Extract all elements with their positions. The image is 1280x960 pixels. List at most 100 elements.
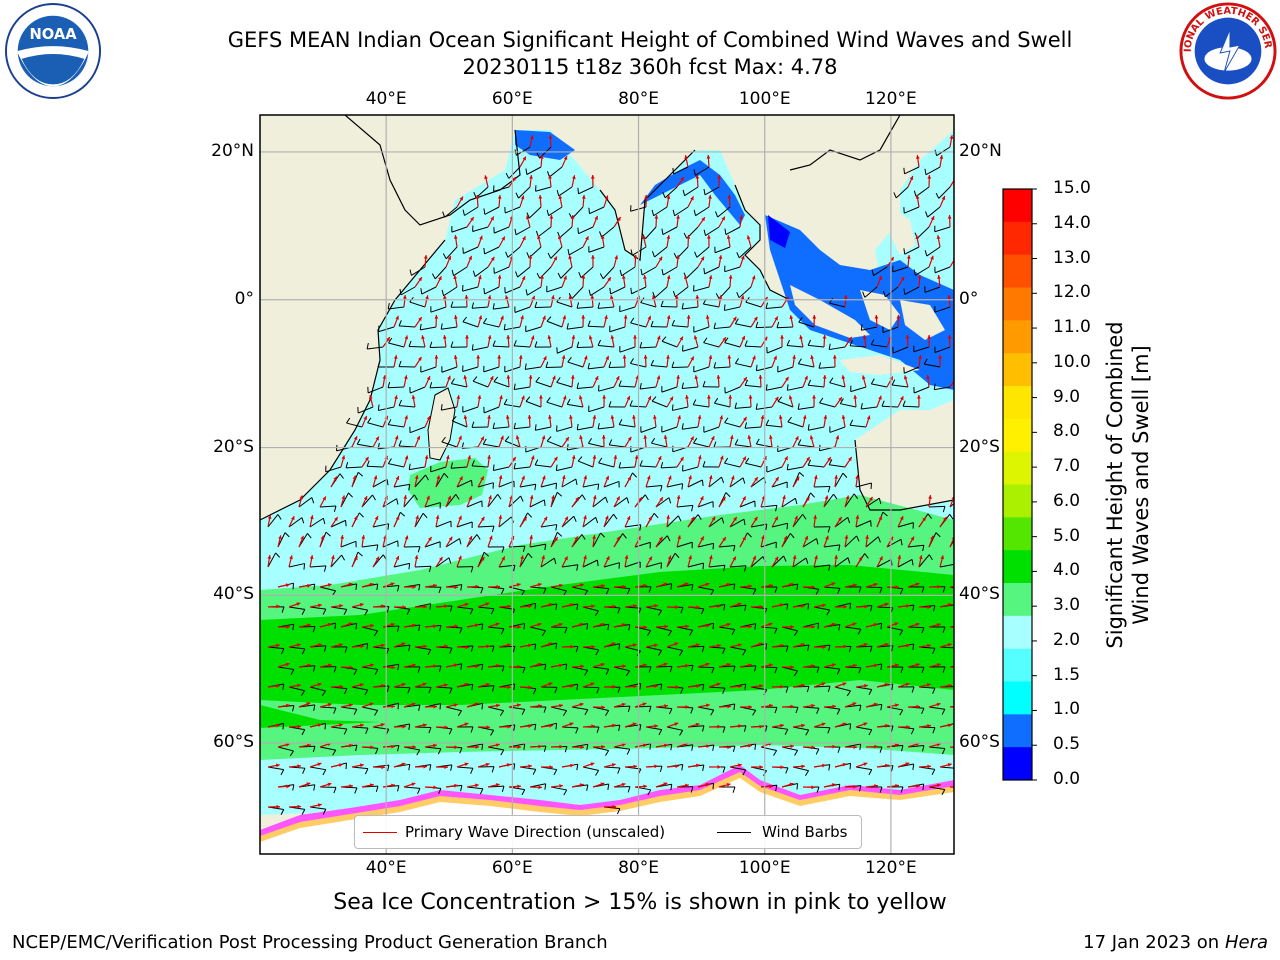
wave-arrow-head xyxy=(759,765,763,769)
wave-arrow-head xyxy=(559,583,563,588)
wave-arrow-head xyxy=(468,536,473,541)
wind-barb-flag xyxy=(521,709,526,715)
wave-arrow-head xyxy=(454,745,458,750)
wind-barb-flag xyxy=(666,535,671,542)
wave-arrow-head xyxy=(528,685,532,690)
wind-barb-flag xyxy=(499,710,505,716)
wave-arrow-head xyxy=(759,604,763,609)
wind-barb-flag xyxy=(690,707,694,714)
wind-barb-flag xyxy=(682,189,686,196)
wind-barb-flag xyxy=(859,705,862,712)
wind-barb xyxy=(750,523,767,528)
wind-barb-flag xyxy=(581,534,586,540)
wave-arrow-head xyxy=(581,315,586,319)
wave-arrow-head xyxy=(353,436,358,441)
wave-arrow-head xyxy=(622,584,626,589)
wave-arrow-head xyxy=(675,685,679,690)
wind-barb-flag xyxy=(732,665,736,672)
wind-barb xyxy=(855,686,872,690)
wind-barb xyxy=(388,463,405,468)
wind-barb xyxy=(403,494,415,508)
wind-barb xyxy=(676,504,693,508)
wind-barb-flag xyxy=(669,666,673,673)
wind-barb-flag xyxy=(555,483,558,490)
wind-barb-flag xyxy=(556,491,563,497)
wind-barb xyxy=(844,493,855,508)
wind-barb-flag xyxy=(724,417,729,423)
wind-barb-flag xyxy=(765,419,770,426)
wind-barb xyxy=(895,186,909,199)
wave-arrow-head xyxy=(666,195,671,199)
wind-barb xyxy=(819,402,836,408)
wind-barb xyxy=(661,386,678,393)
wave-arrow-head xyxy=(530,135,534,140)
wind-barb-flag xyxy=(417,788,421,795)
wave-arrow-head xyxy=(416,435,421,440)
wave-arrow-head xyxy=(878,395,882,400)
wind-barb xyxy=(798,321,815,328)
wave-arrow-head xyxy=(403,375,408,380)
wind-barb-flag xyxy=(597,302,600,309)
wind-barb-flag xyxy=(702,380,706,387)
wave-arrow-head xyxy=(497,195,502,199)
wind-barb-flag xyxy=(364,609,369,616)
wave-arrow-head xyxy=(506,643,511,648)
wave-arrow-head xyxy=(835,435,840,440)
wind-barb-flag xyxy=(600,532,606,538)
wave-arrow-head xyxy=(612,723,616,728)
wave-arrow-head xyxy=(825,535,829,540)
wind-barb-flag xyxy=(322,518,326,525)
wind-barb-flag xyxy=(576,684,579,691)
wind-barb xyxy=(429,386,447,389)
wave-arrow-head xyxy=(591,255,595,259)
wind-barb-flag xyxy=(734,439,739,445)
wind-barb xyxy=(802,622,819,628)
wind-barb-flag xyxy=(501,785,505,792)
wind-barb-flag xyxy=(605,588,610,595)
wind-barb-flag xyxy=(575,478,578,486)
wave-arrow-head xyxy=(763,336,768,341)
wind-barb-flag xyxy=(565,663,568,670)
wave-arrow-head xyxy=(690,196,694,201)
wave-arrow-head xyxy=(549,215,554,219)
wind-barb xyxy=(582,686,600,689)
lon-tick-label-bottom: 100°E xyxy=(738,858,791,878)
wind-barb xyxy=(886,626,903,631)
wind-barb-flag xyxy=(399,288,402,295)
wind-barb xyxy=(414,474,426,488)
wind-barb-flag xyxy=(460,785,463,792)
wave-arrow-head xyxy=(737,643,742,647)
wind-barb xyxy=(729,646,746,651)
wind-barb-flag xyxy=(671,404,674,411)
wind-barb xyxy=(664,186,678,199)
colorbar-segment xyxy=(1003,583,1032,617)
wind-barb-flag xyxy=(450,301,454,308)
wind-barb-flag xyxy=(670,583,673,590)
colorbar-segment xyxy=(1003,451,1032,485)
wind-barb xyxy=(787,386,804,391)
wind-barb-flag xyxy=(584,709,589,716)
wave-arrow-head xyxy=(685,783,689,788)
wave-arrow-head xyxy=(297,724,301,729)
wind-barb-flag xyxy=(870,339,875,345)
wave-arrow-head xyxy=(718,255,723,259)
wind-barb xyxy=(792,513,804,528)
wave-arrow-head xyxy=(359,603,364,607)
wind-barb xyxy=(514,426,531,430)
wind-barb xyxy=(928,746,945,750)
wind-barb-flag xyxy=(815,748,820,755)
wind-barb-flag xyxy=(651,251,655,258)
wave-arrow-head xyxy=(741,335,746,340)
wind-barb-flag xyxy=(313,704,316,711)
wind-barb-flag xyxy=(899,588,904,595)
wind-barb-flag xyxy=(849,603,852,610)
wave-arrow-head xyxy=(574,536,578,541)
wind-barb xyxy=(781,497,796,508)
wave-arrow-head xyxy=(286,625,290,629)
wave-arrow-head xyxy=(812,315,817,319)
wind-barb-flag xyxy=(608,361,612,368)
lon-tick-label-top: 100°E xyxy=(738,89,791,109)
wave-arrow-head xyxy=(680,456,684,461)
wave-arrow-head xyxy=(927,643,931,648)
